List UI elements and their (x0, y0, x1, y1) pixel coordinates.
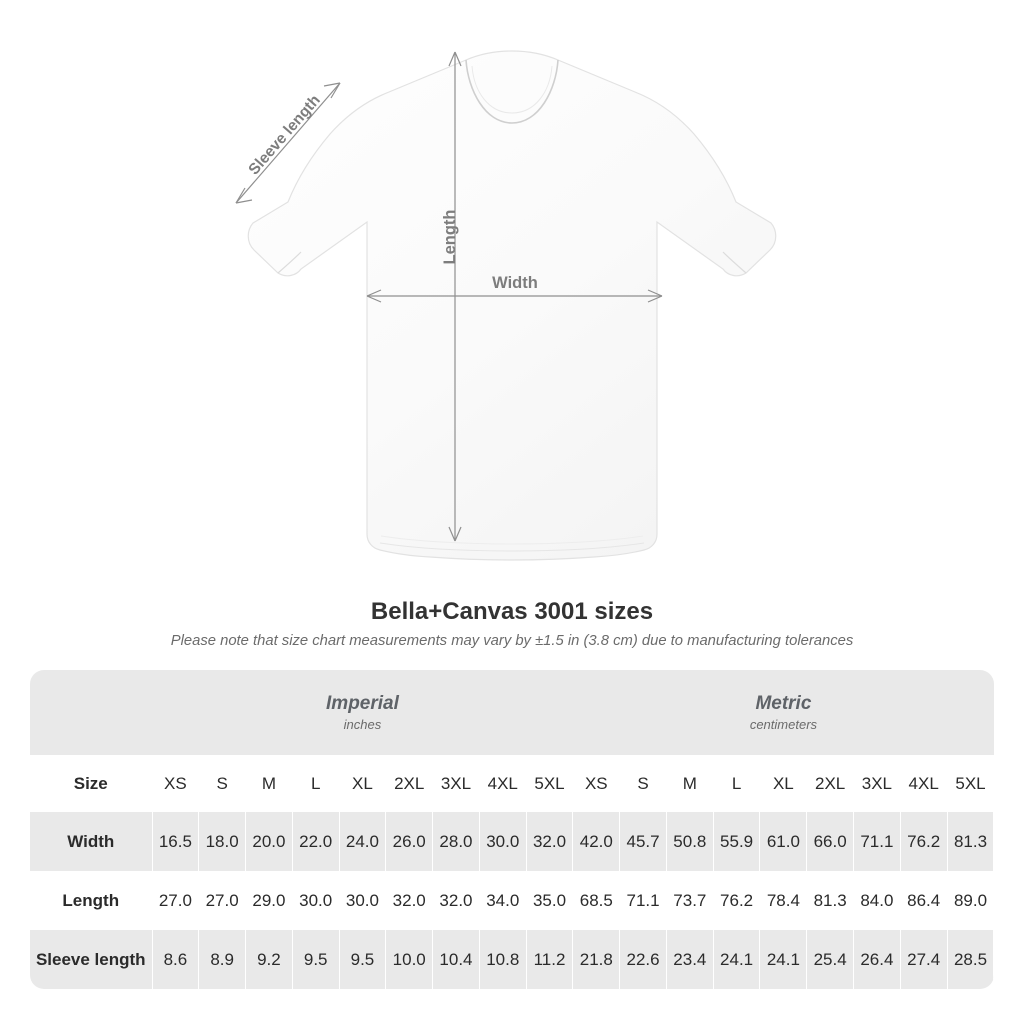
svg-text:Length: Length (441, 210, 459, 265)
svg-text:Width: Width (492, 274, 538, 292)
